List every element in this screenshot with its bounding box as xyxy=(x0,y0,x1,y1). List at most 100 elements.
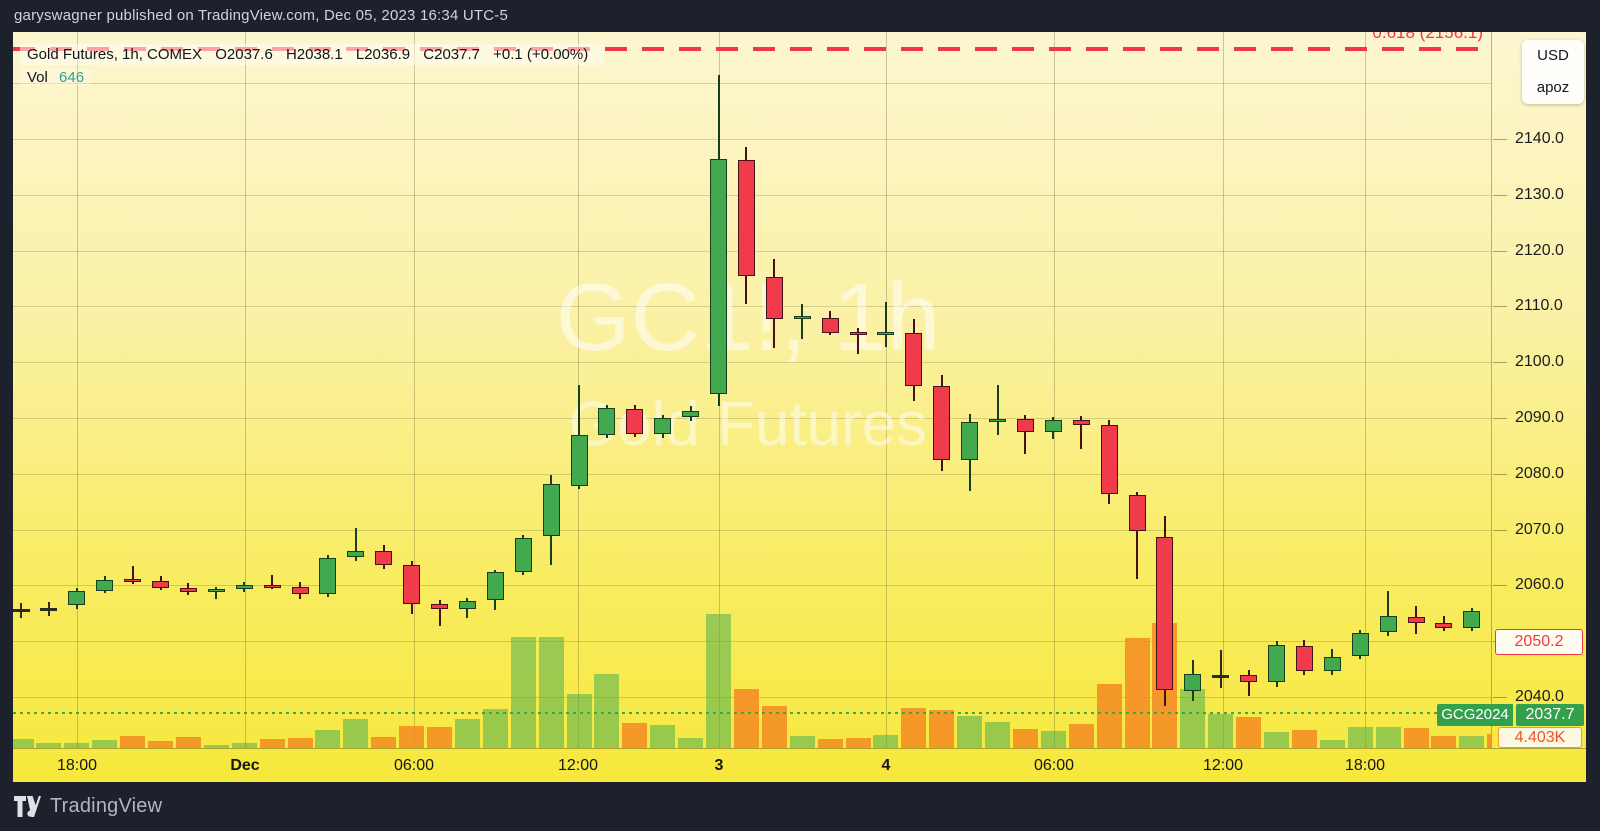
volume-bar xyxy=(1124,638,1150,748)
candle-body xyxy=(152,580,169,588)
legend-symbol-title: Gold Futures, 1h, COMEX xyxy=(27,46,203,63)
legend-change: +0.1 (+0.00%) xyxy=(493,46,589,63)
candle-body xyxy=(68,590,86,606)
price-tick-label: 2070.0 xyxy=(1515,520,1564,538)
candle-wick xyxy=(1387,590,1390,636)
time-tick-label: 18:00 xyxy=(1344,757,1386,774)
price-tick xyxy=(1493,585,1507,587)
publish-header-text: garyswagner published on TradingView.com… xyxy=(14,7,509,24)
price-gridline xyxy=(13,362,1491,364)
candle-body xyxy=(207,589,225,593)
candle-body xyxy=(291,586,309,595)
volume-bar xyxy=(120,736,146,748)
candle-body xyxy=(1491,612,1492,640)
volume-bar xyxy=(203,745,229,748)
chart-plot-area[interactable]: GC1!, 1h Gold Futures 0.618 (2156.1) Gol… xyxy=(13,32,1492,748)
last-volume-badge: 4.403K xyxy=(1498,727,1582,748)
legend-low: L2036.9 xyxy=(355,46,411,63)
candle-body xyxy=(235,584,253,590)
volume-bar xyxy=(817,739,843,748)
candle-body xyxy=(933,385,951,461)
candle-body xyxy=(1016,419,1034,432)
time-axis[interactable]: 18:00 Dec 06:00 12:00 3 4 06:00 12:00 18:00 xyxy=(13,748,1586,782)
volume-bar xyxy=(985,722,1010,748)
candle-body xyxy=(403,564,421,604)
volume-bar xyxy=(1459,736,1485,748)
price-tick xyxy=(1493,194,1507,196)
price-tick xyxy=(1493,362,1507,364)
volume-bar xyxy=(678,738,704,748)
price-tick-label: 2140.0 xyxy=(1515,130,1564,147)
legend-ohlc-row: Gold Futures, 1h, COMEX O2037.6 H2038.1 … xyxy=(20,44,605,65)
fib-level-line[interactable] xyxy=(13,47,1491,51)
volume-bar xyxy=(1208,714,1234,748)
legend-open: O2037.6 xyxy=(215,46,273,63)
publish-header: garyswagner published on TradingView.com… xyxy=(0,0,1600,32)
volume-bar xyxy=(1068,724,1094,748)
time-tick-label: 06:00 xyxy=(1033,757,1075,774)
price-gridline xyxy=(13,306,1491,308)
price-tick-label: 2130.0 xyxy=(1515,185,1564,203)
time-gridline xyxy=(77,32,78,748)
candle-body xyxy=(1240,674,1258,682)
time-tick-label: 12:00 xyxy=(557,757,599,774)
price-tick-label: 2040.0 xyxy=(1515,688,1564,705)
volume-bar xyxy=(1040,731,1066,748)
tradingview-logo-icon xyxy=(14,795,41,818)
volume-bar xyxy=(482,709,508,748)
candle-body xyxy=(514,537,532,572)
candle-body xyxy=(1072,420,1090,425)
volume-bar xyxy=(399,726,425,748)
candle-wick xyxy=(1080,415,1083,450)
candle-body xyxy=(682,410,700,417)
time-tick-label: 4 xyxy=(881,757,891,774)
volume-bar xyxy=(929,710,955,748)
volume-bar xyxy=(1319,740,1345,748)
candle-body xyxy=(347,550,365,558)
candle-body xyxy=(124,578,142,582)
candle-body xyxy=(598,407,616,435)
candle-body xyxy=(1044,420,1062,432)
candle-body xyxy=(1156,537,1174,691)
contract-price-line[interactable] xyxy=(13,712,1491,714)
candle-body xyxy=(1184,674,1202,692)
volume-bar xyxy=(13,739,34,748)
volume-bar xyxy=(175,737,201,748)
candle-body xyxy=(1268,645,1285,682)
price-unit-box[interactable]: USD apoz xyxy=(1522,40,1584,104)
price-tick-label: 2090.0 xyxy=(1515,409,1564,426)
price-tick xyxy=(1493,306,1507,308)
time-tick-label: 12:00 xyxy=(1202,757,1244,774)
volume-bar xyxy=(148,741,173,748)
chart-legend[interactable]: Gold Futures, 1h, COMEX O2037.6 H2038.1 … xyxy=(20,44,605,86)
volume-bar xyxy=(1012,729,1038,748)
volume-bar xyxy=(957,716,983,748)
candle-body xyxy=(1212,674,1230,678)
candle-wick xyxy=(1247,670,1250,696)
candle-body xyxy=(737,160,755,277)
price-tick-label: 2100.0 xyxy=(1515,353,1564,371)
price-tick xyxy=(1493,473,1507,475)
volume-bar xyxy=(622,723,648,748)
candle-body xyxy=(319,557,337,595)
price-tick-label: 2120.0 xyxy=(1515,241,1564,259)
candle-wick xyxy=(215,586,218,599)
candle-body xyxy=(710,159,727,394)
candle-wick xyxy=(131,566,134,585)
candle-body xyxy=(1295,645,1313,672)
chart-main-area: GC1!, 1h Gold Futures 0.618 (2156.1) Gol… xyxy=(13,32,1586,782)
candle-body xyxy=(13,608,30,612)
time-gridline xyxy=(1054,32,1055,748)
candle-body xyxy=(542,484,560,537)
volume-bar xyxy=(92,740,118,748)
time-gridline xyxy=(245,32,246,748)
volume-bar xyxy=(733,689,759,748)
candle-body xyxy=(1100,424,1118,495)
candle-body xyxy=(1128,495,1146,531)
candle-body xyxy=(1407,616,1425,624)
price-gridline xyxy=(13,418,1491,419)
price-tick-label: 2080.0 xyxy=(1515,464,1564,482)
candle-wick xyxy=(996,385,999,435)
currency-label: USD xyxy=(1537,47,1569,64)
candle-wick xyxy=(801,304,804,340)
